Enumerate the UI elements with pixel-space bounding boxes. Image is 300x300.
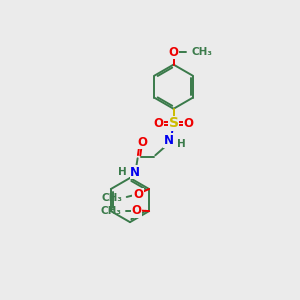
Text: H: H [118, 167, 127, 177]
Text: O: O [183, 117, 193, 130]
Text: O: O [137, 136, 147, 148]
Text: H: H [176, 139, 185, 148]
Text: S: S [169, 116, 178, 130]
Text: O: O [154, 117, 164, 130]
Text: CH₃: CH₃ [100, 206, 121, 215]
Text: N: N [164, 134, 174, 147]
Text: O: O [133, 188, 143, 201]
Text: O: O [169, 46, 178, 59]
Text: N: N [130, 166, 140, 178]
Text: CH₃: CH₃ [101, 194, 122, 203]
Text: CH₃: CH₃ [191, 47, 212, 57]
Text: O: O [132, 204, 142, 217]
